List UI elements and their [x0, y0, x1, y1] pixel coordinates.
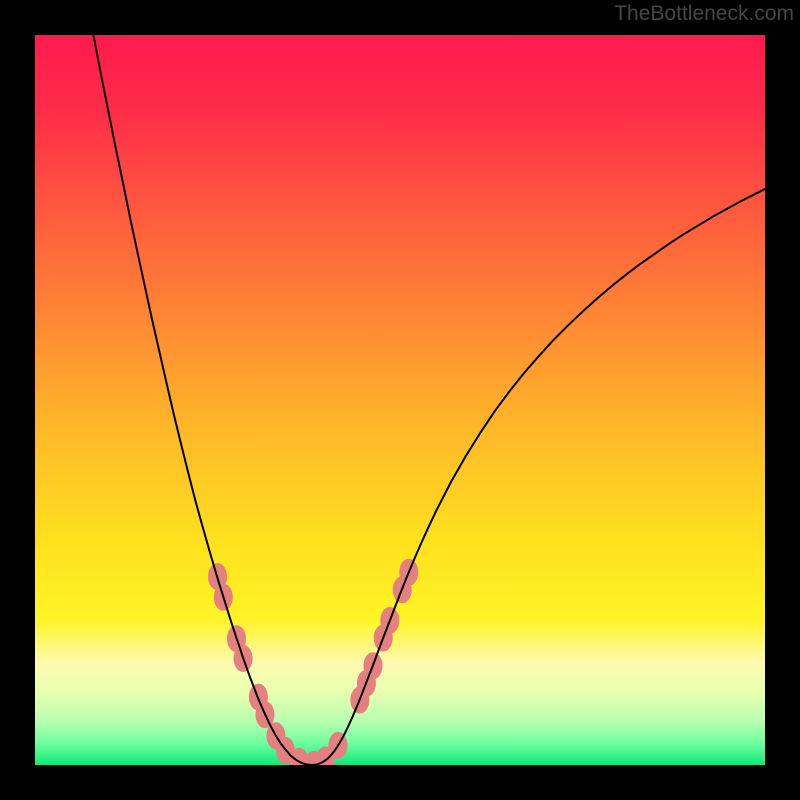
chart-background — [35, 35, 765, 765]
bottleneck-chart — [0, 0, 800, 800]
chart-container: TheBottleneck.com — [0, 0, 800, 800]
